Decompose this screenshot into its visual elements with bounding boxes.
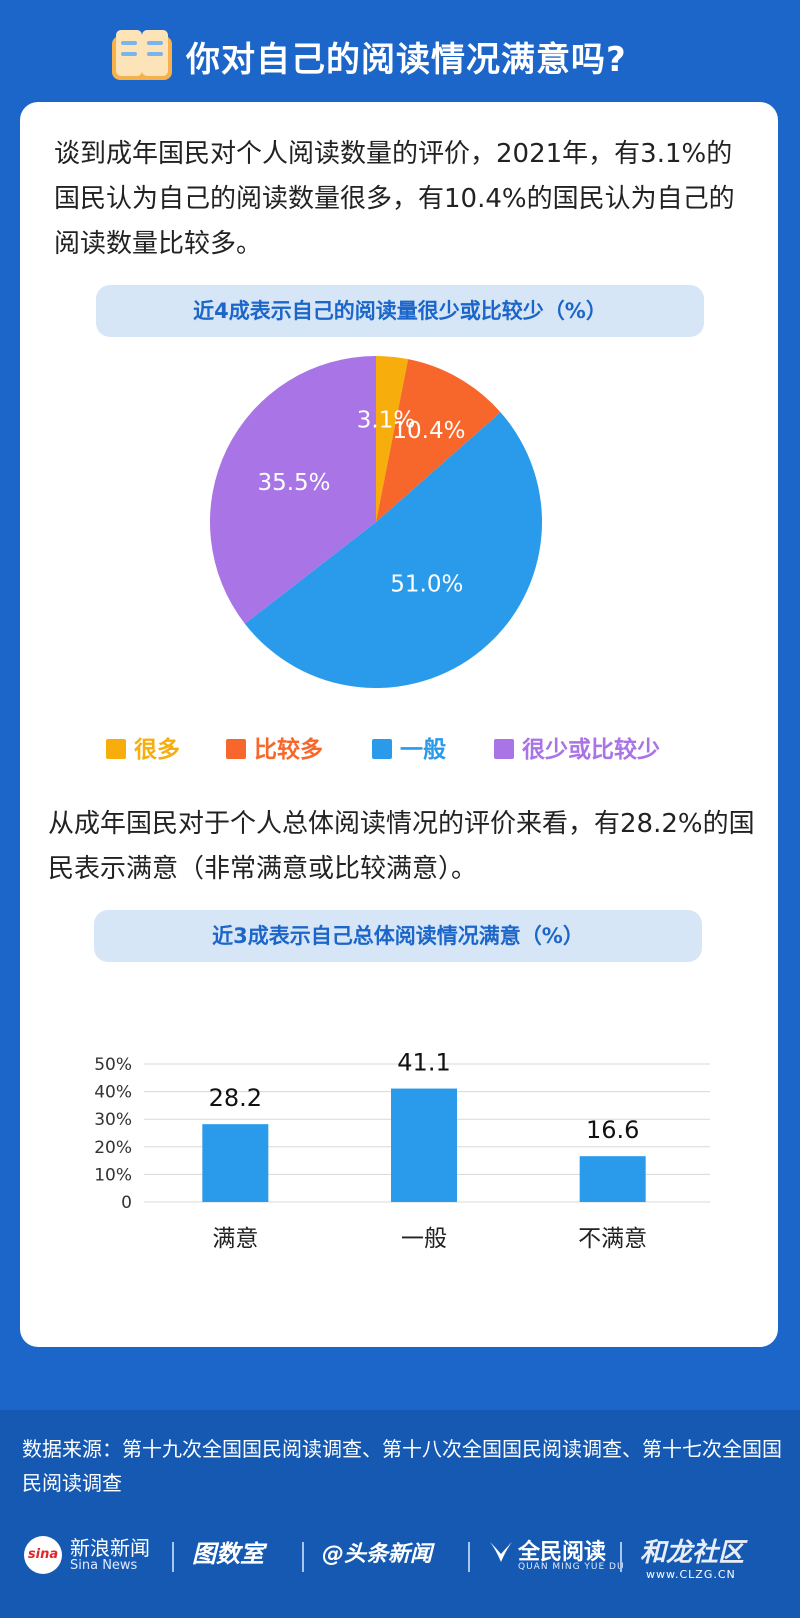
bar-value-label-satisfied: 28.2: [209, 1084, 262, 1112]
y-tick-label: 50%: [94, 1055, 132, 1075]
book-icon: [112, 30, 172, 80]
legend-item-average: 一般: [372, 730, 446, 764]
quanmin-reading-icon: [490, 1542, 512, 1562]
sina-news-logo-en: Sina News: [70, 1558, 138, 1573]
sina-logo-icon: sina: [24, 1536, 62, 1574]
legend-item-few: 很少或比较少: [494, 730, 660, 764]
quanmin-reading-logo: 全民阅读: [518, 1540, 607, 1565]
legend-label: 很多: [134, 737, 180, 763]
y-tick-label: 10%: [94, 1165, 132, 1185]
bar-value-label-unsatisfied: 16.6: [586, 1116, 639, 1144]
legend-label: 一般: [400, 737, 446, 763]
legend-item-fairly-many: 比较多: [226, 730, 323, 764]
pie-slice-very-many: [376, 356, 409, 522]
pie-label-fairly-many: 10.4%: [392, 418, 465, 444]
quanmin-reading-logo-en: QUAN MING YUE DU: [518, 1562, 625, 1572]
watermark-url: www.CLZG.CN: [646, 1568, 736, 1581]
pie-slice-few: [210, 356, 376, 624]
x-category-label-average: 一般: [401, 1226, 447, 1252]
satisfaction-paragraph: 从成年国民对于个人总体阅读情况的评价来看，有28.2%的国民表示满意（非常满意或…: [48, 809, 755, 884]
x-category-label-satisfied: 满意: [212, 1226, 258, 1252]
legend-swatch: [494, 739, 514, 759]
header: 你对自己的阅读情况满意吗?: [0, 18, 800, 88]
bar-unsatisfied: [579, 1156, 646, 1202]
bar-chart: 0 10% 20% 30% 40% 50% 28.2 满意 41.1 一般 16.6 不满意: [94, 1049, 710, 1252]
logo-separator: [620, 1542, 622, 1572]
pie-legend: 很多 比较多 一般 很少或比较少: [106, 730, 726, 766]
pie-slice-fairly-many: [376, 359, 501, 522]
legend-item-very-many: 很多: [106, 730, 180, 764]
logo-separator: [172, 1542, 174, 1572]
bar-satisfied: [202, 1124, 269, 1202]
pie-slice-average: [244, 412, 543, 689]
intro-paragraph: 谈到成年国民对个人阅读数量的评价，2021年，有3.1%的国民认为自己的阅读数量…: [54, 139, 735, 259]
page-title: 你对自己的阅读情况满意吗?: [186, 40, 627, 80]
y-tick-label: 30%: [94, 1110, 132, 1130]
bar-chart-title: 近3成表示自己总体阅读情况满意（%）: [94, 910, 702, 962]
toutiao-news-logo: @头条新闻: [322, 1542, 433, 1567]
y-tick-label: 0: [121, 1193, 132, 1213]
content-card: 谈到成年国民对个人阅读数量的评价，2021年，有3.1%的国民认为自己的阅读数量…: [20, 102, 778, 1347]
bar-value-label-average: 41.1: [397, 1049, 450, 1077]
x-category-label-unsatisfied: 不满意: [578, 1226, 647, 1252]
legend-swatch: [226, 739, 246, 759]
footer-background: [0, 1410, 800, 1618]
pie-label-very-many: 3.1%: [357, 408, 415, 434]
pie-label-few: 35.5%: [257, 470, 330, 496]
logo-separator: [302, 1542, 304, 1572]
pie-chart: 3.1%10.4% 51.0% 35.5%: [210, 356, 543, 689]
data-source: 数据来源：第十九次全国国民阅读调查、第十八次全国国民阅读调查、第十七次全国国民阅…: [22, 1437, 782, 1495]
watermark-logo: 和龙社区: [640, 1538, 745, 1568]
pie-chart-title: 近4成表示自己的阅读量很少或比较少（%）: [96, 285, 704, 337]
legend-swatch: [106, 739, 126, 759]
bar-average: [391, 1088, 457, 1202]
legend-swatch: [372, 739, 392, 759]
sina-news-logo: 新浪新闻: [70, 1536, 150, 1560]
legend-label: 很少或比较少: [522, 737, 660, 763]
y-tick-label: 40%: [94, 1083, 132, 1103]
y-tick-label: 20%: [94, 1138, 132, 1158]
legend-label: 比较多: [254, 737, 323, 763]
pie-label-average: 51.0%: [390, 571, 463, 597]
logo-bar: sina 新浪新闻 Sina News 图数室 @头条新闻 全民阅读 QUAN …: [0, 1530, 800, 1590]
tushushi-logo: 图数室: [192, 1540, 264, 1568]
logo-separator: [468, 1542, 470, 1572]
